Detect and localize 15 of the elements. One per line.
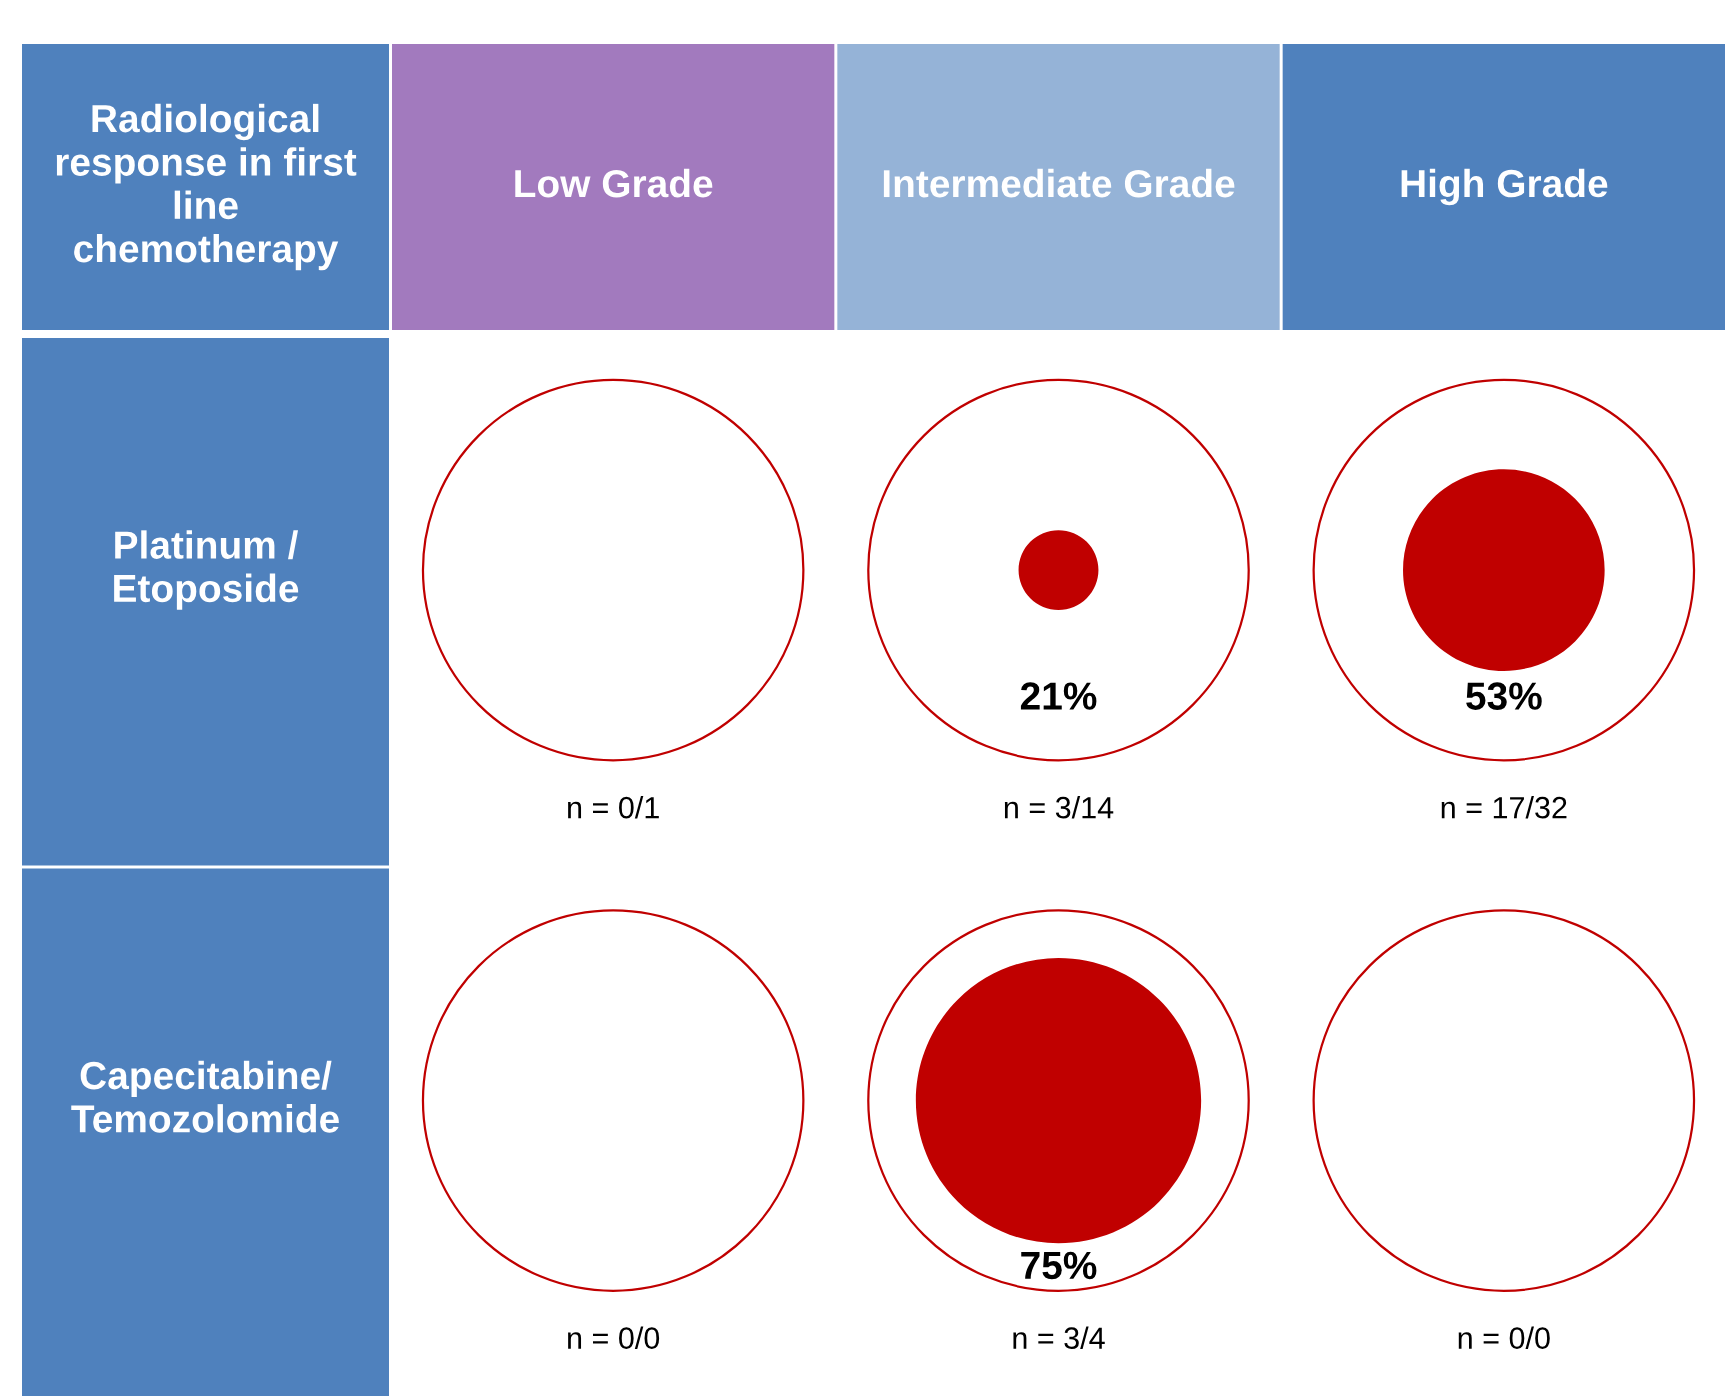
text: n = 3/4 (1013, 1326, 1105, 1350)
text: n = 17/32 (1441, 796, 1567, 819)
category-label: High Grade (1401, 168, 1608, 206)
text: n = 3/14 (1004, 796, 1114, 819)
category-label: Intermediate Grade (883, 168, 1235, 198)
category-label: Capecitabine/ Temozolomide (71, 1060, 339, 1133)
text: n = 0/1 (568, 796, 659, 819)
text: Radiological response in first line chemotherapy (56, 103, 357, 271)
data-label: 75% (1021, 1251, 1097, 1280)
category-label: Low Grade (515, 168, 713, 198)
data-label: 21% (1020, 682, 1097, 710)
category-label: Platinum / Etoposide (114, 530, 299, 610)
text: n = 0/0 (1458, 1326, 1550, 1350)
data-label: 53% (1466, 682, 1542, 710)
text: n = 0/0 (568, 1326, 660, 1350)
